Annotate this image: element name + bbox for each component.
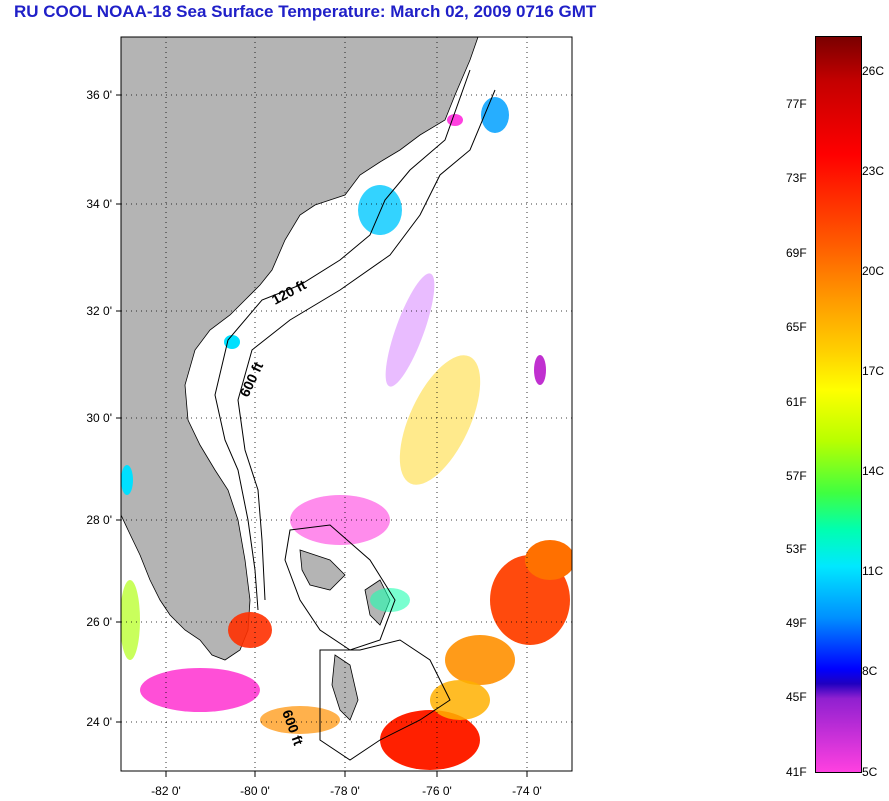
f-label: 49F: [786, 616, 807, 630]
lon-label: -82 0': [151, 784, 181, 798]
graticule: [121, 37, 572, 771]
contour-120ft: [214, 69, 471, 611]
f-label: 53F: [786, 542, 807, 556]
c-label: 14C: [862, 464, 885, 478]
contour-bahamas: [284, 524, 396, 651]
f-label: 61F: [786, 395, 807, 409]
contour-600ft: [237, 89, 496, 601]
c-label: 20C: [862, 264, 885, 278]
lon-axis: -82 0' -80 0' -78 0' -76 0' -74 0': [151, 771, 542, 798]
c-label: 5C: [862, 765, 878, 779]
c-label: 17C: [862, 364, 885, 378]
f-label: 65F: [786, 320, 807, 334]
c-label: 11C: [862, 564, 884, 578]
land-mass: [121, 37, 479, 661]
contour-bahamas-south: [319, 639, 451, 761]
c-label: 23C: [862, 164, 885, 178]
f-label: 57F: [786, 469, 807, 483]
lat-label: 32 0': [86, 304, 112, 318]
lat-label: 26 0': [86, 615, 112, 629]
lon-label: -80 0': [240, 784, 270, 798]
island: [299, 549, 346, 591]
lon-label: -76 0': [422, 784, 452, 798]
temperature-colorbar: [815, 36, 862, 773]
f-label: 69F: [786, 246, 807, 260]
f-label: 45F: [786, 690, 807, 704]
lat-label: 24 0': [86, 715, 112, 729]
lon-label: -78 0': [330, 784, 360, 798]
map-frame: [120, 36, 573, 772]
f-label: 73F: [786, 171, 807, 185]
c-label: 8C: [862, 664, 878, 678]
lon-label: -74 0': [512, 784, 542, 798]
lat-label: 28 0': [86, 513, 112, 527]
f-label: 77F: [786, 97, 807, 111]
lat-axis: 36 0' 34 0' 32 0' 30 0' 28 0' 26 0' 24 0…: [86, 88, 121, 729]
sst-data-patches: [121, 97, 572, 770]
f-label: 41F: [786, 765, 807, 779]
lat-label: 36 0': [86, 88, 112, 102]
map-title: RU COOL NOAA-18 Sea Surface Temperature:…: [14, 2, 597, 21]
lat-label: 30 0': [86, 411, 112, 425]
lat-label: 34 0': [86, 197, 112, 211]
c-label: 26C: [862, 64, 885, 78]
